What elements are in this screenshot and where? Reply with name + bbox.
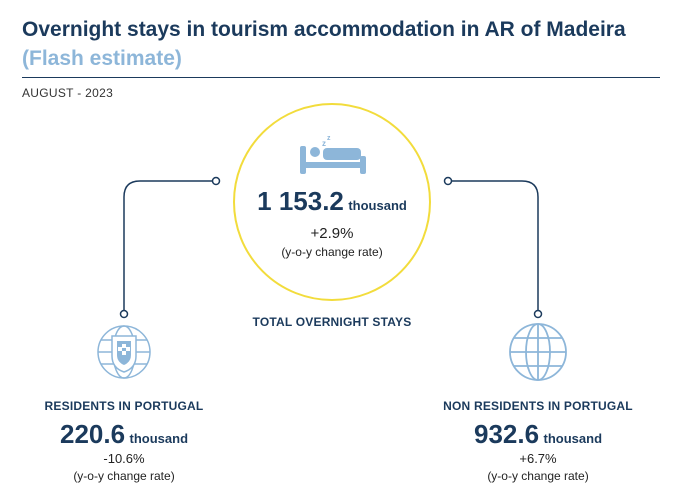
right-connector-dot-top xyxy=(443,176,453,186)
bed-icon: z z xyxy=(300,135,366,174)
residents-unit: thousand xyxy=(129,431,189,446)
page-subtitle: (Flash estimate) xyxy=(22,47,182,70)
svg-text:z: z xyxy=(322,139,326,148)
page-title: Overnight stays in tourism accommodation… xyxy=(22,18,626,41)
non-residents-category-label: NON RESIDENTS IN PORTUGAL xyxy=(443,399,633,413)
residents-category-label: RESIDENTS IN PORTUGAL xyxy=(44,399,204,413)
globe-icon xyxy=(509,323,567,381)
svg-text:z: z xyxy=(327,135,331,142)
total-change: +2.9% xyxy=(310,225,354,242)
right-connector-dot-bottom xyxy=(533,309,543,319)
reference-period: AUGUST - 2023 xyxy=(22,86,114,100)
non-residents-rate-label: (y-o-y change rate) xyxy=(487,469,589,483)
residents-rate-label: (y-o-y change rate) xyxy=(73,469,175,483)
left-connector-dot-bottom xyxy=(119,309,129,319)
portugal-coat-of-arms-icon xyxy=(97,325,151,379)
non-residents-value-row: 932.6 thousand xyxy=(418,419,658,450)
total-highlight-circle xyxy=(233,103,431,301)
left-connector-dot-top xyxy=(211,176,221,186)
right-connector-line xyxy=(448,180,539,314)
total-value: 1 153.2 xyxy=(257,186,344,216)
total-category-label: TOTAL OVERNIGHT STAYS xyxy=(252,315,412,329)
total-rate-label: (y-o-y change rate) xyxy=(281,245,383,259)
non-residents-value: 932.6 xyxy=(473,419,540,449)
total-unit: thousand xyxy=(348,198,407,213)
non-residents-unit: thousand xyxy=(543,431,603,446)
residents-value-row: 220.6 thousand xyxy=(14,419,234,450)
total-value-row: 1 153.2 thousand xyxy=(232,186,432,217)
non-residents-change: +6.7% xyxy=(519,451,557,466)
title-divider xyxy=(22,77,660,78)
left-connector-line xyxy=(123,180,216,314)
residents-change: -10.6% xyxy=(103,451,145,466)
residents-value: 220.6 xyxy=(59,419,126,449)
